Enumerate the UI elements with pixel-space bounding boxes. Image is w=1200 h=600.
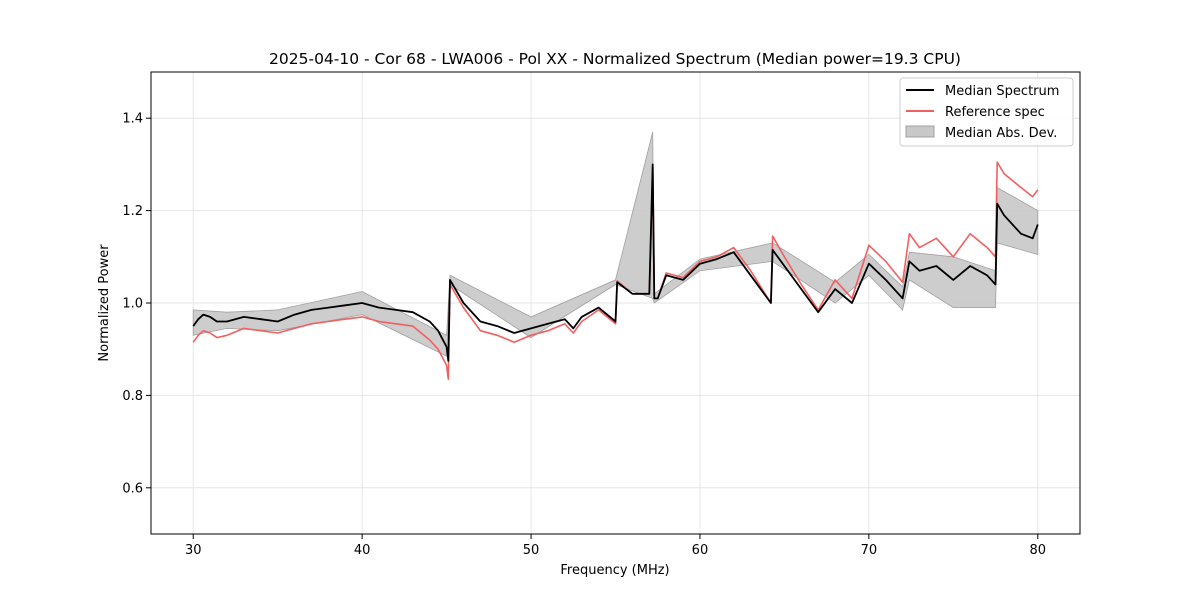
x-tick-label: 50 [523, 543, 540, 558]
legend-reference-label: Reference spec [945, 105, 1045, 120]
reference-spectrum-line [192, 161, 1039, 380]
legend: Median Spectrum Reference spec Median Ab… [899, 77, 1074, 147]
mad-band [192, 132, 1039, 357]
x-tick-label: 80 [1029, 543, 1046, 558]
x-tick-label: 40 [354, 543, 371, 558]
x-tick-label: 70 [861, 543, 878, 558]
x-axis-label: Frequency (MHz) [560, 563, 669, 578]
x-tick-label: 30 [185, 543, 202, 558]
x-axis-ticks: 30 40 50 60 70 80 [185, 534, 1046, 558]
x-tick-label: 60 [692, 543, 709, 558]
chart-title: 2025-04-10 - Cor 68 - LWA006 - Pol XX - … [269, 50, 961, 68]
median-spectrum-line [192, 163, 1039, 362]
series-layer [192, 161, 1039, 380]
y-tick-label: 0.8 [122, 389, 143, 404]
legend-mad-swatch [905, 125, 935, 138]
y-tick-label: 1.4 [122, 112, 143, 127]
mad-band-layer [192, 132, 1039, 357]
y-axis-ticks: 0.6 0.8 1.0 1.2 1.4 [122, 112, 151, 496]
legend-box [899, 77, 1074, 147]
y-axis-label: Normalized Power [97, 244, 112, 362]
y-tick-label: 1.0 [122, 297, 143, 312]
y-tick-label: 1.2 [122, 204, 143, 219]
legend-mad-label: Median Abs. Dev. [945, 126, 1057, 141]
y-tick-label: 0.6 [122, 481, 143, 496]
legend-median-label: Median Spectrum [945, 84, 1059, 99]
